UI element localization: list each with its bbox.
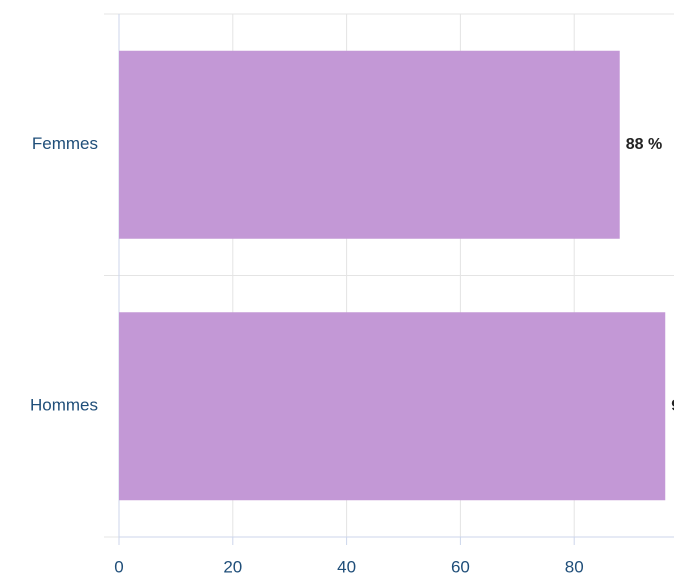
value-label: 96 %: [671, 397, 674, 414]
value-label: 88 %: [626, 136, 662, 153]
x-tick-label: 80: [565, 557, 584, 576]
bar: [119, 50, 620, 239]
x-tick-label: 40: [337, 557, 356, 576]
x-tick-label: 20: [223, 557, 242, 576]
bar: [119, 312, 666, 501]
category-label: Hommes: [30, 396, 98, 415]
category-label: Femmes: [32, 134, 98, 153]
x-tick-label: 60: [451, 557, 470, 576]
x-tick-label: 0: [114, 557, 123, 576]
